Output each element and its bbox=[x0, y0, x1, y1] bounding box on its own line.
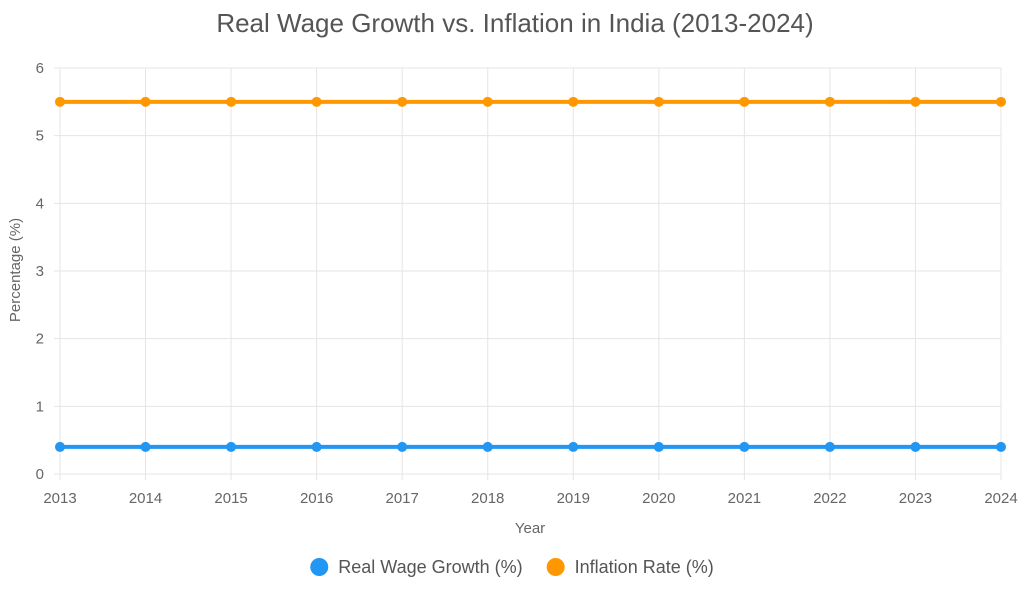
x-tick-label: 2020 bbox=[642, 490, 675, 507]
series-group bbox=[55, 96, 1006, 452]
data-point[interactable] bbox=[140, 96, 151, 107]
x-tick-label: 2014 bbox=[129, 490, 162, 507]
y-tick-label: 5 bbox=[36, 128, 44, 145]
data-point[interactable] bbox=[55, 441, 65, 452]
y-tick-label: 3 bbox=[36, 263, 44, 280]
y-tick-label: 4 bbox=[36, 195, 44, 212]
data-point[interactable] bbox=[653, 96, 664, 107]
data-point[interactable] bbox=[140, 441, 151, 452]
y-axis-title: Percentage (%) bbox=[7, 218, 24, 322]
data-point[interactable] bbox=[397, 96, 408, 107]
legend-label: Inflation Rate (%) bbox=[575, 557, 714, 577]
data-point[interactable] bbox=[910, 96, 921, 107]
series-inflation-rate bbox=[55, 96, 1006, 107]
legend: Real Wage Growth (%) Inflation Rate (%) bbox=[310, 557, 714, 577]
legend-label: Real Wage Growth (%) bbox=[338, 557, 522, 577]
y-tick-label: 2 bbox=[36, 331, 44, 348]
data-point[interactable] bbox=[568, 96, 579, 107]
grid bbox=[54, 67, 1002, 480]
x-tick-label: 2021 bbox=[728, 490, 761, 507]
legend-marker bbox=[310, 558, 329, 576]
data-point[interactable] bbox=[311, 96, 322, 107]
y-tick-label: 0 bbox=[36, 466, 44, 483]
data-point[interactable] bbox=[996, 441, 1006, 452]
data-point[interactable] bbox=[55, 96, 65, 107]
data-point[interactable] bbox=[824, 96, 835, 107]
data-point[interactable] bbox=[739, 441, 750, 452]
data-point[interactable] bbox=[397, 441, 408, 452]
x-tick-label: 2013 bbox=[43, 490, 76, 507]
x-axis-title: Year bbox=[515, 520, 545, 537]
x-tick-label: 2024 bbox=[984, 490, 1017, 507]
data-point[interactable] bbox=[824, 441, 835, 452]
legend-item[interactable]: Inflation Rate (%) bbox=[546, 557, 714, 577]
chart-title: Real Wage Growth vs. Inflation in India … bbox=[216, 8, 813, 38]
x-tick-label: 2018 bbox=[471, 490, 504, 507]
y-tick-label: 1 bbox=[36, 398, 44, 415]
data-point[interactable] bbox=[568, 441, 579, 452]
x-tick-label: 2015 bbox=[214, 490, 247, 507]
x-tick-label: 2019 bbox=[557, 490, 590, 507]
x-tick-label: 2017 bbox=[385, 490, 418, 507]
y-tick-label: 6 bbox=[36, 60, 44, 77]
data-point[interactable] bbox=[311, 441, 322, 452]
x-tick-label: 2023 bbox=[899, 490, 932, 507]
axes: 0 1 2 3 4 5 6 2013 2014 2015 2016 2017 2018 2019 2020 2… bbox=[36, 60, 1018, 507]
data-point[interactable] bbox=[482, 96, 493, 107]
data-point[interactable] bbox=[739, 96, 750, 107]
legend-item[interactable]: Real Wage Growth (%) bbox=[310, 557, 523, 577]
series-real-wage-growth bbox=[55, 441, 1006, 452]
data-point[interactable] bbox=[226, 96, 237, 107]
data-point[interactable] bbox=[653, 441, 664, 452]
data-point[interactable] bbox=[226, 441, 237, 452]
x-tick-label: 2022 bbox=[813, 490, 846, 507]
data-point[interactable] bbox=[482, 441, 493, 452]
legend-marker bbox=[546, 558, 565, 576]
x-tick-label: 2016 bbox=[300, 490, 333, 507]
data-point[interactable] bbox=[910, 441, 921, 452]
data-point[interactable] bbox=[996, 96, 1006, 107]
